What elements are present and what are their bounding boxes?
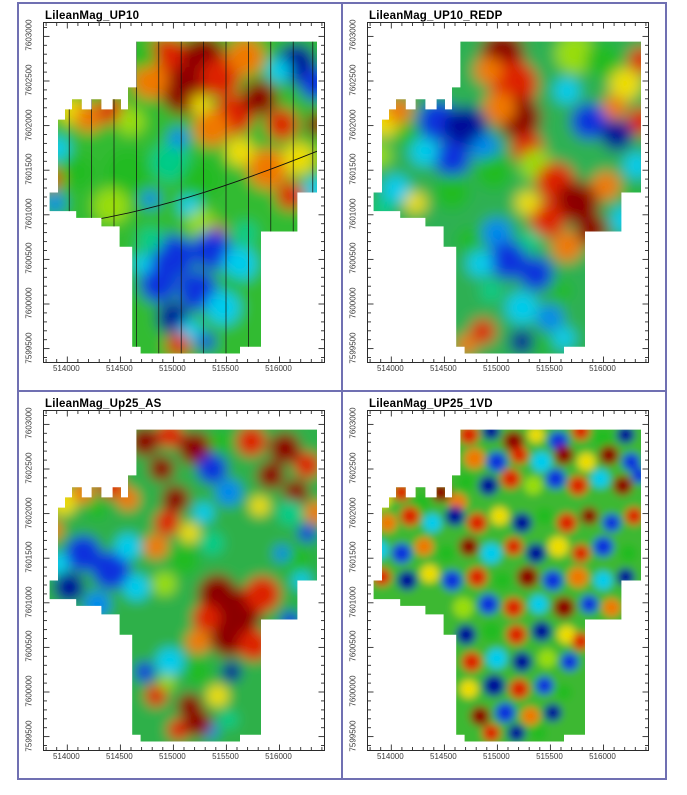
x-axis-label: 515000	[159, 752, 186, 761]
y-axis-label: 7600500	[24, 630, 34, 662]
y-axis-label: 7602000	[24, 109, 34, 141]
y-axis-label: 7602000	[348, 497, 358, 529]
x-axis-label: 514500	[106, 752, 133, 761]
y-axis-label: 7601500	[348, 541, 358, 573]
x-axis-label: 515000	[159, 364, 186, 373]
y-axis-label: 7599500	[24, 720, 34, 752]
x-axis-label: 514000	[376, 752, 404, 761]
x-axis-label: 516000	[265, 752, 292, 761]
y-axis-label: 7601500	[348, 153, 358, 185]
y-axis-label: 7600000	[24, 287, 34, 319]
magnetic-grid-map	[367, 410, 649, 751]
map-panel-up25-1vd: LileanMag_UP25_1VD 514000 514500 515000 515…	[343, 392, 665, 778]
x-axis-label: 515500	[212, 752, 239, 761]
y-axis-label: 7600000	[348, 675, 358, 707]
y-axis-label: 7601500	[24, 541, 34, 573]
x-axis-label: 514500	[430, 752, 457, 761]
y-axis-label: 7602500	[24, 64, 34, 96]
y-axis-label: 7603000	[348, 407, 358, 439]
y-axis-label: 7600500	[348, 630, 358, 662]
map-panel-up25-as: LileanMag_Up25_AS 514000 514500 515000 5155…	[19, 392, 341, 778]
x-axis-label: 515000	[483, 364, 510, 373]
y-axis-label: 7602000	[348, 109, 358, 141]
panel-title: LileanMag_UP25_1VD	[369, 398, 493, 410]
y-axis-label: 7601000	[24, 586, 34, 618]
panel-title: LileanMag_UP10	[45, 10, 140, 22]
magnetic-grid-map	[43, 410, 325, 751]
y-axis-label: 7600000	[24, 675, 34, 707]
x-axis-label: 516000	[265, 364, 292, 373]
y-axis-label: 7601000	[348, 198, 358, 230]
y-axis-label: 7603000	[348, 19, 358, 51]
y-axis-label: 7600000	[348, 287, 358, 319]
y-axis-label: 7601500	[24, 153, 34, 185]
y-axis-label: 7599500	[348, 332, 358, 364]
y-axis-label: 7602000	[24, 497, 34, 529]
y-axis-label: 7602500	[348, 64, 358, 96]
y-axis-label: 7603000	[24, 407, 34, 439]
magnetic-grid-map	[43, 22, 325, 363]
panel-title: LileanMag_Up25_AS	[45, 398, 162, 410]
panel-title: LileanMag_UP10_REDP	[369, 10, 503, 22]
x-axis-label: 516000	[589, 364, 616, 373]
map-panel-up10-redp: LileanMag_UP10_REDP 514000 514500 515000 51…	[343, 4, 665, 390]
y-axis-label: 7599500	[24, 332, 34, 364]
y-axis-label: 7600500	[348, 242, 358, 274]
x-axis-label: 515500	[536, 752, 563, 761]
y-axis-label: 7601000	[24, 198, 34, 230]
x-axis-label: 516000	[589, 752, 616, 761]
x-axis-label: 514000	[52, 752, 80, 761]
y-axis-label: 7602500	[24, 452, 34, 484]
x-axis-label: 514500	[106, 364, 133, 373]
magnetic-grid-map	[367, 22, 649, 363]
x-axis-label: 514000	[376, 364, 404, 373]
y-axis-label: 7601000	[348, 586, 358, 618]
x-axis-label: 515500	[212, 364, 239, 373]
map-panel-up10: LileanMag_UP10 514000 514500 515000 515500 5…	[19, 4, 341, 390]
x-axis-label: 515000	[483, 752, 510, 761]
four-panel-map-figure: LileanMag_UP10 514000 514500 515000 515500 5…	[17, 2, 667, 780]
x-axis-label: 514500	[430, 364, 457, 373]
y-axis-label: 7603000	[24, 19, 34, 51]
y-axis-label: 7600500	[24, 242, 34, 274]
y-axis-label: 7599500	[348, 720, 358, 752]
x-axis-label: 515500	[536, 364, 563, 373]
y-axis-label: 7602500	[348, 452, 358, 484]
x-axis-label: 514000	[52, 364, 80, 373]
